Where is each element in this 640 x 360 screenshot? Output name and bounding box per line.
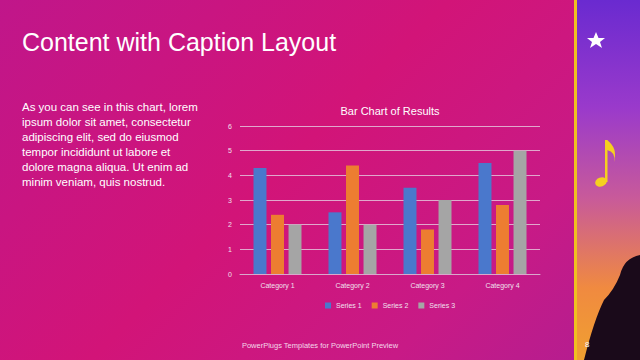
html-text:PowerPlugs Templates for Power: PowerPlugs Templates for PowerPoint Prev… <box>241 341 399 350</box>
svg-text:Bar Chart of Results: Bar Chart of Results <box>340 105 440 117</box>
svg-text:0: 0 <box>228 271 232 278</box>
html-text:tempor incididunt ut labore et: tempor incididunt ut labore et <box>22 146 171 158</box>
svg-text:5: 5 <box>228 147 232 154</box>
svg-text:Category 4: Category 4 <box>485 282 519 290</box>
svg-text:2: 2 <box>228 221 232 228</box>
html-text:As you can see in this chart,: As you can see in this chart, lorem <box>22 101 198 113</box>
svg-text:Series 1: Series 1 <box>336 302 362 309</box>
svg-text:Series 2: Series 2 <box>383 302 409 309</box>
svg-text:1: 1 <box>228 246 232 253</box>
svg-text:Category 2: Category 2 <box>335 282 369 290</box>
html-text:Content with Caption Layout: Content with Caption Layout <box>22 28 337 56</box>
svg-text:Series 3: Series 3 <box>429 302 455 309</box>
html-text:dolore magna aliqua. Ut enim a: dolore magna aliqua. Ut enim ad <box>22 161 189 173</box>
svg-text:3: 3 <box>228 197 232 204</box>
html-text:8: 8 <box>585 340 590 349</box>
html-text:adipiscing elit, sed do eiusmo: adipiscing elit, sed do eiusmod <box>22 131 179 143</box>
svg-text:4: 4 <box>228 172 232 179</box>
svg-text:Category 3: Category 3 <box>410 282 444 290</box>
html-text:ipsum dolor sit amet, consecte: ipsum dolor sit amet, consectetur <box>22 116 191 128</box>
svg-text:6: 6 <box>228 123 232 130</box>
html-text:minim veniam, quis nostrud.: minim veniam, quis nostrud. <box>22 176 166 188</box>
svg-text:Category 1: Category 1 <box>260 282 294 290</box>
